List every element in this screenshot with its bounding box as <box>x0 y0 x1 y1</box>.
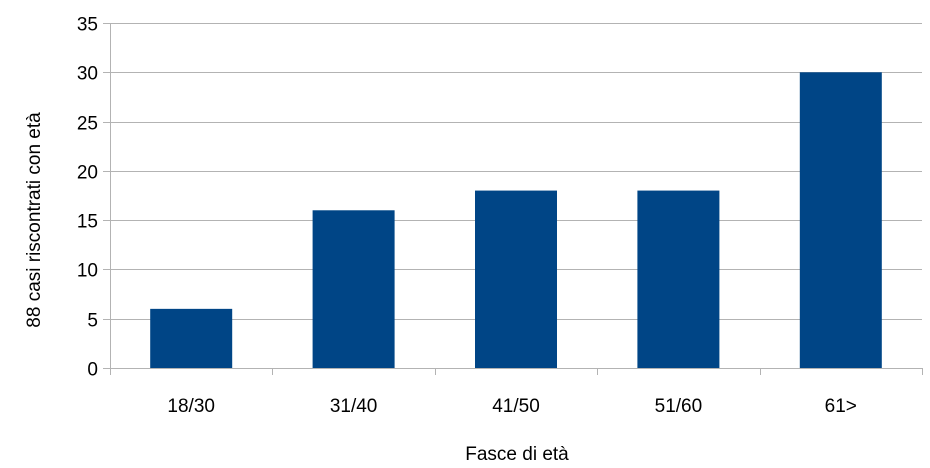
y-tick-labels: 0 5 10 15 20 25 30 35 <box>77 15 98 381</box>
bar-61- <box>799 72 882 369</box>
y-tick-label: 5 <box>87 311 98 332</box>
x-tick-label: 31/40 <box>330 396 378 417</box>
x-tick-labels: 18/30 31/40 41/50 51/60 61> <box>167 396 856 417</box>
axes <box>103 23 923 375</box>
bars <box>150 72 882 369</box>
bar-18-30 <box>150 308 233 368</box>
bar-31-40 <box>312 210 395 368</box>
y-tick-label: 30 <box>77 64 98 85</box>
x-tick-label: 18/30 <box>167 396 215 417</box>
x-tick-label: 61> <box>825 396 857 417</box>
y-tick-label: 0 <box>87 360 98 381</box>
x-tick-label: 51/60 <box>655 396 703 417</box>
y-tick-label: 35 <box>77 15 98 36</box>
y-tick-label: 15 <box>77 212 98 233</box>
y-tick-label: 20 <box>77 163 98 184</box>
y-axis-title: 88 casi riscontrati con età <box>24 112 45 328</box>
bar-51-60 <box>637 190 720 368</box>
bar-41-50 <box>475 190 557 368</box>
x-tick-label: 41/50 <box>492 396 540 417</box>
y-tick-label: 25 <box>77 114 98 135</box>
x-axis-title: Fasce di età <box>465 444 569 465</box>
y-tick-label: 10 <box>77 261 98 282</box>
